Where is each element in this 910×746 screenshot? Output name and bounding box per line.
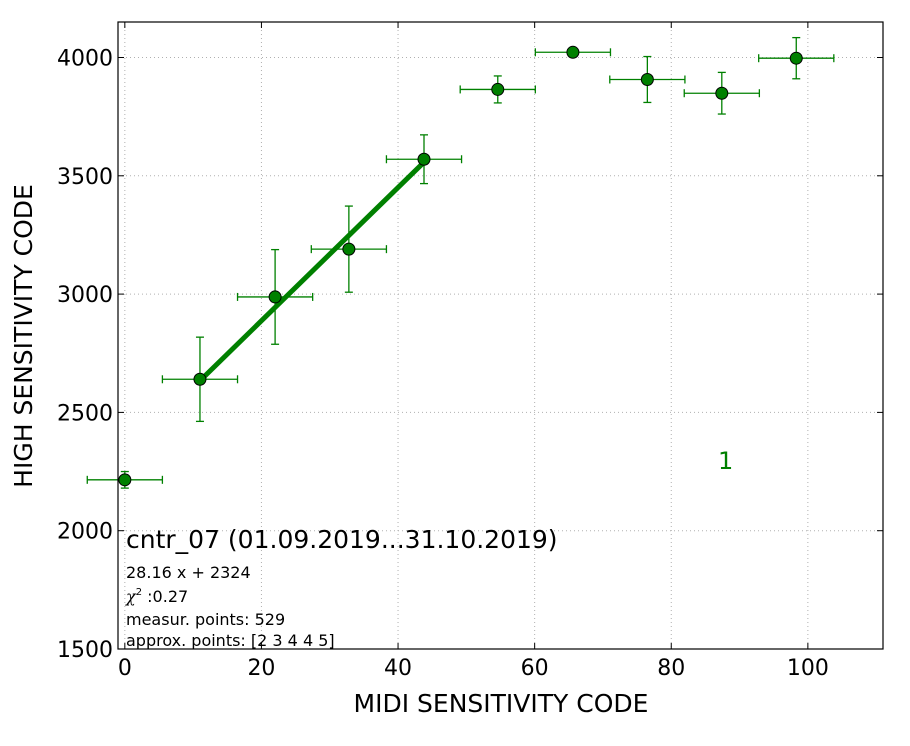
data-point-group (310, 205, 388, 293)
data-point-group (758, 36, 835, 80)
annotation-label-1: 1 (718, 447, 733, 475)
annotation-title: cntr_07 (01.09.2019...31.10.2019) (126, 525, 558, 554)
plot-frame (117, 21, 884, 650)
data-point (193, 372, 207, 386)
x-tick-label: 80 (657, 656, 685, 681)
x-tick-label: 0 (118, 656, 132, 681)
x-tick-label: 60 (521, 656, 549, 681)
data-point-group (161, 336, 239, 423)
grid (118, 22, 883, 650)
data-point (789, 51, 803, 65)
fit-line (198, 160, 426, 383)
data-point (342, 242, 356, 256)
ticks-layer: 0 20 40 60 80 100 1500 2000 2500 3000 3500 4000 (57, 22, 883, 681)
data-points-layer (86, 36, 835, 489)
data-point-group (534, 45, 612, 59)
x-tick-label: 40 (384, 656, 412, 681)
data-point (491, 82, 505, 96)
data-point-group (683, 71, 761, 115)
data-point-group (459, 75, 536, 104)
y-axis-label: HIGH SENSITIVITY CODE (9, 184, 38, 488)
chi2-symbol: χ (125, 587, 137, 606)
data-point (118, 473, 132, 487)
y-tick-label: 3500 (57, 165, 113, 190)
chi2-value: :0.27 (142, 587, 188, 606)
y-tick-label: 2000 (57, 520, 113, 545)
data-point (566, 45, 580, 59)
x-tick-label: 100 (787, 656, 829, 681)
data-point (715, 86, 729, 100)
annotation-measur-points: measur. points: 529 (126, 610, 285, 629)
data-point (268, 290, 282, 304)
x-tick-label: 20 (247, 656, 275, 681)
data-point-group (86, 470, 164, 489)
chi2-exponent: 2 (136, 587, 142, 598)
data-point (417, 152, 431, 166)
x-axis-label: MIDI SENSITIVITY CODE (354, 689, 649, 718)
y-tick-label: 1500 (57, 638, 113, 663)
data-point-group (385, 134, 463, 185)
data-point-group (609, 55, 686, 104)
y-tick-label: 2500 (57, 401, 113, 426)
annotation-equation: 28.16 x + 2324 (126, 563, 251, 582)
y-tick-label: 3000 (57, 283, 113, 308)
annotation-approx-points: approx. points: [2 3 4 4 5] (126, 631, 335, 650)
data-point-group (236, 248, 314, 345)
y-tick-label: 4000 (57, 46, 113, 71)
annotation-chi2: χ2 :0.27 (125, 587, 188, 606)
data-point (640, 72, 654, 86)
fit-line-layer (198, 160, 426, 383)
